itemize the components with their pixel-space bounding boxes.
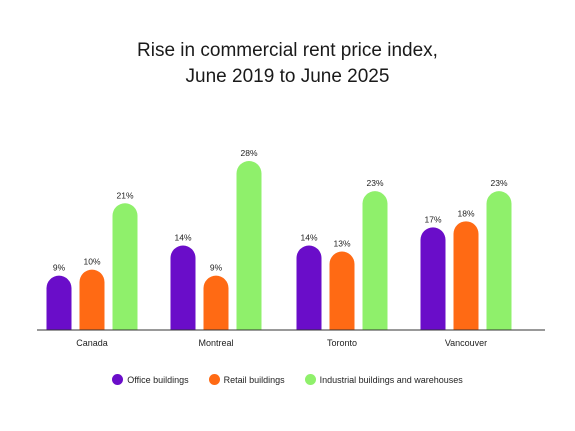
bar-montreal-1 — [203, 275, 229, 330]
category-label-montreal: Montreal — [198, 338, 233, 348]
data-label-montreal-0: 14% — [174, 233, 191, 243]
data-label-canada-2: 21% — [116, 190, 133, 200]
bar-toronto-2 — [362, 191, 388, 330]
data-label-canada-1: 10% — [83, 257, 100, 267]
category-label-canada: Canada — [76, 338, 108, 348]
data-label-toronto-0: 14% — [300, 233, 317, 243]
legend-swatch — [208, 374, 220, 385]
legend-label: Industrial buildings and warehouses — [319, 374, 463, 385]
chart-title-line-1: Rise in commercial rent price index, — [137, 40, 438, 61]
bar-montreal-2 — [236, 161, 262, 330]
data-label-toronto-2: 23% — [366, 178, 383, 188]
legend-item-2: Industrial buildings and warehouses — [304, 374, 463, 385]
category-label-toronto: Toronto — [327, 338, 357, 348]
bar-toronto-1 — [329, 251, 355, 330]
legend-label: Office buildings — [127, 374, 189, 385]
data-label-montreal-1: 9% — [210, 263, 223, 273]
data-label-canada-0: 9% — [53, 263, 66, 273]
category-label-vancouver: Vancouver — [445, 338, 487, 348]
bar-canada-0 — [46, 275, 72, 330]
legend-swatch — [304, 374, 316, 385]
data-label-vancouver-0: 17% — [424, 214, 441, 224]
bars-group: 9% 10% 21% 14% 9% 28% 14% 13% 23% 17% 18% 23% — [46, 148, 512, 330]
bar-toronto-0 — [296, 245, 322, 330]
bar-vancouver-1 — [453, 221, 479, 330]
bar-canada-1 — [79, 269, 105, 330]
data-label-vancouver-1: 18% — [457, 208, 474, 218]
chart-title: Rise in commercial rent price index, Jun… — [0, 38, 575, 90]
bar-montreal-0 — [170, 245, 196, 330]
legend-item-1: Retail buildings — [208, 374, 285, 385]
legend-label: Retail buildings — [223, 374, 285, 385]
bar-vancouver-2 — [486, 191, 512, 330]
bar-vancouver-0 — [420, 227, 446, 330]
data-label-vancouver-2: 23% — [490, 178, 507, 188]
legend: Office buildings Retail buildings Industri… — [0, 374, 575, 385]
data-label-toronto-1: 13% — [333, 239, 350, 249]
data-label-montreal-2: 28% — [240, 148, 257, 158]
legend-item-0: Office buildings — [112, 374, 189, 385]
bar-canada-2 — [112, 203, 138, 330]
category-labels: Canada Montreal Toronto Vancouver — [76, 338, 487, 348]
chart-title-line-2: June 2019 to June 2025 — [185, 66, 390, 87]
legend-swatch — [112, 374, 124, 385]
